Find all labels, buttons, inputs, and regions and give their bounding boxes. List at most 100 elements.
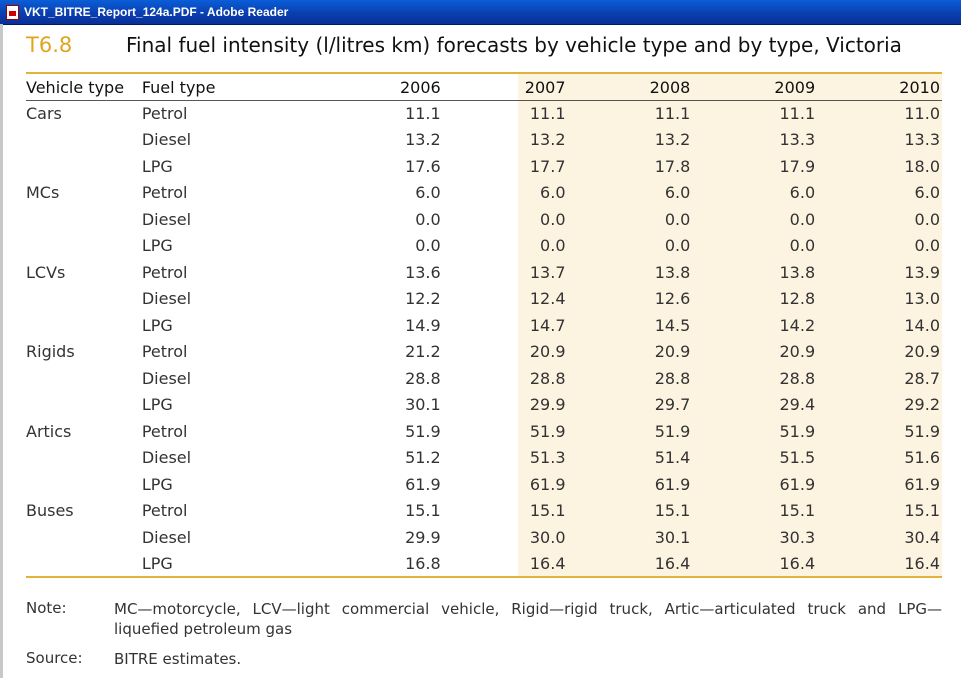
value-cell-2008: 13.8	[654, 262, 691, 282]
window-titlebar[interactable]: VKT_BITRE_Report_124a.PDF - Adobe Reader	[0, 0, 961, 25]
vehicle-type-cell	[26, 127, 142, 154]
table-row: Diesel 28.8 28.8 28.8 28.8 28.7	[26, 365, 942, 392]
value-cell-2010: 14.0	[904, 315, 940, 335]
value-cell-2007: 51.3	[529, 448, 566, 468]
value-cell-2007: 0.0	[540, 236, 566, 256]
fuel-type-cell: Petrol	[141, 262, 188, 282]
forecast-shading	[518, 72, 942, 577]
fuel-type-cell: LPG	[141, 554, 173, 574]
value-cell-2009: 61.9	[779, 474, 816, 494]
value-cell-2006: 12.2	[405, 289, 441, 309]
value-cell-2009: 16.4	[779, 554, 816, 574]
table-row: LPG 14.9 14.7 14.5 14.2 14.0	[26, 312, 942, 339]
value-cell-2006: 51.2	[405, 448, 441, 468]
vehicle-type-cell	[26, 524, 142, 551]
table-row: Artics Petrol 51.9 51.9 51.9 51.9 51.9	[26, 418, 942, 445]
column-header-vehicle-type: Vehicle type	[26, 78, 125, 97]
value-cell-2007: 28.8	[529, 368, 566, 388]
vehicle-type-cell	[26, 153, 142, 180]
vehicle-type-cell	[26, 445, 142, 472]
fuel-intensity-table: Vehicle type Fuel type 2006 2007 2008 20…	[26, 75, 942, 577]
value-cell-2009: 20.9	[779, 342, 816, 362]
vehicle-type-cell	[26, 392, 142, 419]
value-cell-2010: 0.0	[914, 236, 940, 256]
value-cell-2007: 29.9	[529, 395, 566, 415]
value-cell-2009: 29.4	[779, 395, 816, 415]
value-cell-2008: 17.8	[654, 156, 691, 176]
column-header-fuel-type: Fuel type	[141, 78, 216, 97]
vehicle-type-cell	[26, 286, 142, 313]
value-cell-2008: 15.1	[654, 501, 691, 521]
value-cell-2010: 51.9	[904, 421, 940, 441]
value-cell-2007: 20.9	[529, 342, 566, 362]
value-cell-2010: 61.9	[904, 474, 940, 494]
vehicle-type-cell: Cars	[26, 103, 62, 123]
document-edge	[0, 24, 3, 678]
table-row: Diesel 12.2 12.4 12.6 12.8 13.0	[26, 286, 942, 313]
value-cell-2006: 11.1	[405, 103, 441, 123]
value-cell-2009: 30.3	[779, 527, 816, 547]
value-cell-2010: 15.1	[904, 501, 940, 521]
fuel-type-cell: Diesel	[141, 130, 192, 150]
value-cell-2008: 28.8	[654, 368, 691, 388]
table-row: LPG 0.0 0.0 0.0 0.0 0.0	[26, 233, 942, 260]
fuel-type-cell: LPG	[141, 474, 173, 494]
value-cell-2006: 0.0	[415, 209, 441, 229]
value-cell-2008: 16.4	[654, 554, 691, 574]
value-cell-2008: 6.0	[664, 183, 691, 203]
value-cell-2007: 15.1	[529, 501, 566, 521]
vehicle-type-cell	[26, 233, 142, 260]
value-cell-2010: 20.9	[904, 342, 940, 362]
value-cell-2008: 30.1	[654, 527, 691, 547]
fuel-type-cell: LPG	[141, 395, 173, 415]
table-row: Buses Petrol 15.1 15.1 15.1 15.1 15.1	[26, 498, 942, 525]
vehicle-type-cell	[26, 206, 142, 233]
value-cell-2006: 51.9	[405, 421, 441, 441]
value-cell-2009: 15.1	[779, 501, 816, 521]
value-cell-2008: 11.1	[654, 103, 691, 123]
window-title: VKT_BITRE_Report_124a.PDF - Adobe Reader	[24, 5, 289, 19]
value-cell-2006: 15.1	[405, 501, 441, 521]
table-row: Diesel 0.0 0.0 0.0 0.0 0.0	[26, 206, 942, 233]
vehicle-type-cell	[26, 551, 142, 578]
table-header-row: Vehicle type Fuel type 2006 2007 2008 20…	[26, 75, 942, 100]
value-cell-2006: 61.9	[405, 474, 441, 494]
vehicle-type-cell: Rigids	[26, 342, 75, 362]
fuel-type-cell: Petrol	[141, 501, 188, 521]
column-header-2006: 2006	[399, 78, 441, 97]
table-row: Rigids Petrol 21.2 20.9 20.9 20.9 20.9	[26, 339, 942, 366]
value-cell-2008: 13.2	[654, 130, 691, 150]
fuel-type-cell: Diesel	[141, 368, 192, 388]
value-cell-2010: 11.0	[904, 103, 940, 123]
vehicle-type-cell	[26, 312, 142, 339]
note-text: MC—motorcycle, LCV—light commercial vehi…	[114, 600, 942, 638]
note-label: Note:	[26, 599, 67, 617]
header-rule	[26, 100, 942, 101]
value-cell-2006: 14.9	[405, 315, 441, 335]
value-cell-2009: 28.8	[779, 368, 816, 388]
value-cell-2010: 13.3	[904, 130, 940, 150]
value-cell-2010: 30.4	[904, 527, 940, 547]
table-row: Diesel 29.9 30.0 30.1 30.3 30.4	[26, 524, 942, 551]
value-cell-2008: 20.9	[654, 342, 691, 362]
table-row: Diesel 13.2 13.2 13.2 13.3 13.3	[26, 127, 942, 154]
value-cell-2006: 29.9	[405, 527, 441, 547]
table-row: LPG 61.9 61.9 61.9 61.9 61.9	[26, 471, 942, 498]
value-cell-2007: 11.1	[529, 103, 566, 123]
fuel-type-cell: LPG	[141, 236, 173, 256]
value-cell-2009: 13.8	[779, 262, 816, 282]
value-cell-2009: 0.0	[789, 236, 816, 256]
fuel-type-cell: LPG	[141, 156, 173, 176]
value-cell-2008: 29.7	[654, 395, 691, 415]
value-cell-2007: 17.7	[529, 156, 566, 176]
value-cell-2009: 11.1	[779, 103, 816, 123]
value-cell-2008: 12.6	[654, 289, 691, 309]
value-cell-2009: 12.8	[779, 289, 816, 309]
fuel-type-cell: Petrol	[141, 421, 188, 441]
value-cell-2010: 51.6	[904, 448, 940, 468]
table-body: Cars Petrol 11.1 11.1 11.1 11.1 11.0 Diesel 13.2…	[26, 100, 942, 577]
fuel-type-cell: Petrol	[141, 183, 188, 203]
vehicle-type-cell	[26, 365, 142, 392]
value-cell-2009: 17.9	[779, 156, 816, 176]
source-text: BITRE estimates.	[114, 650, 242, 668]
